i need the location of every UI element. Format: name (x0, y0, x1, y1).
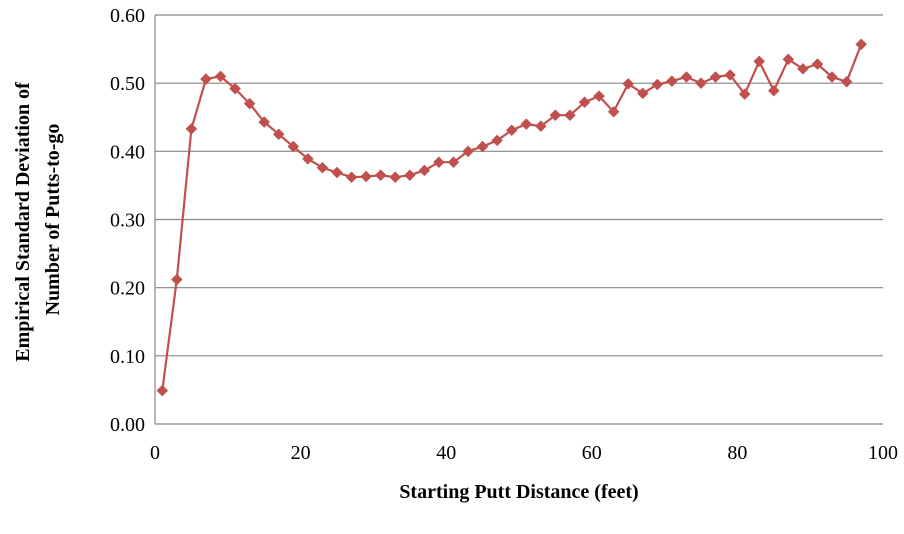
data-point-marker (272, 128, 285, 141)
data-point-marker (636, 87, 649, 100)
x-tick-labels: 0 20 40 60 80 100 (150, 442, 898, 464)
y-tick-label: 0.00 (110, 414, 145, 436)
data-point-marker (797, 62, 809, 75)
y-tick-label: 0.60 (110, 5, 145, 27)
data-point-marker (607, 105, 620, 118)
data-point-marker (345, 171, 358, 184)
data-series (156, 38, 868, 397)
data-point-marker (782, 53, 795, 66)
data-point-marker (433, 156, 445, 169)
x-axis-title: Starting Putt Distance (feet) (399, 481, 638, 503)
y-axis-title-line-2: Number of Putts-to-go (42, 124, 64, 316)
x-tick-label: 80 (727, 442, 747, 464)
data-point-marker (374, 169, 387, 182)
data-point-marker (316, 161, 329, 174)
data-point-marker (476, 140, 489, 153)
data-point-marker (840, 75, 853, 88)
axes (154, 15, 883, 425)
data-point-marker (622, 77, 635, 90)
data-point-marker (651, 78, 664, 91)
data-point-marker (243, 97, 256, 110)
data-point-marker (549, 109, 562, 122)
y-axis-title: Empirical Standard Deviation of Number o… (12, 77, 64, 361)
data-point-marker (462, 145, 474, 158)
data-point-marker (855, 38, 868, 51)
data-point-marker (767, 84, 780, 97)
data-point-marker (680, 71, 693, 83)
data-point-marker (185, 122, 198, 135)
y-tick-label: 0.30 (110, 210, 145, 232)
data-point-marker (724, 69, 736, 81)
x-tick-label: 20 (291, 442, 311, 464)
data-point-marker (811, 58, 824, 70)
x-tick-label: 40 (436, 442, 456, 464)
data-point-marker (258, 116, 271, 128)
data-point-marker (214, 70, 227, 83)
data-point-marker (200, 73, 212, 85)
y-tick-label: 0.20 (110, 278, 145, 300)
data-point-marker (389, 171, 402, 184)
data-point-marker (491, 134, 504, 147)
data-point-marker (505, 124, 518, 137)
data-point-marker (170, 273, 183, 286)
data-point-marker (738, 88, 751, 100)
data-point-marker (520, 118, 533, 130)
data-point-marker (403, 169, 416, 182)
data-point-marker (331, 166, 343, 179)
data-point-marker (753, 55, 766, 68)
series-line (161, 43, 863, 391)
y-axis-title-line-1: Empirical Standard Deviation of (12, 82, 34, 362)
data-point-marker (578, 96, 591, 109)
data-point-marker (534, 120, 547, 132)
data-point-marker (447, 156, 460, 169)
data-point-marker (287, 140, 300, 153)
data-point-marker (695, 77, 707, 90)
gridlines (155, 14, 883, 357)
y-tick-label: 0.50 (110, 73, 145, 95)
x-tick-label: 60 (582, 442, 602, 464)
y-tick-labels: 0.00 0.10 0.20 0.30 0.40 0.50 0.60 (110, 5, 145, 436)
data-point-marker (418, 164, 431, 177)
data-point-marker (302, 152, 314, 165)
y-tick-label: 0.40 (110, 141, 145, 163)
y-tick-label: 0.10 (110, 346, 145, 368)
data-point-marker (564, 109, 576, 122)
data-point-marker (709, 71, 722, 83)
data-point-marker (360, 170, 372, 183)
x-tick-label: 100 (868, 442, 898, 464)
data-point-marker (666, 75, 678, 87)
data-point-marker (826, 71, 838, 83)
x-tick-label: 0 (150, 442, 160, 464)
data-point-marker (593, 90, 605, 102)
data-point-marker (156, 384, 169, 397)
data-point-marker (229, 82, 241, 95)
